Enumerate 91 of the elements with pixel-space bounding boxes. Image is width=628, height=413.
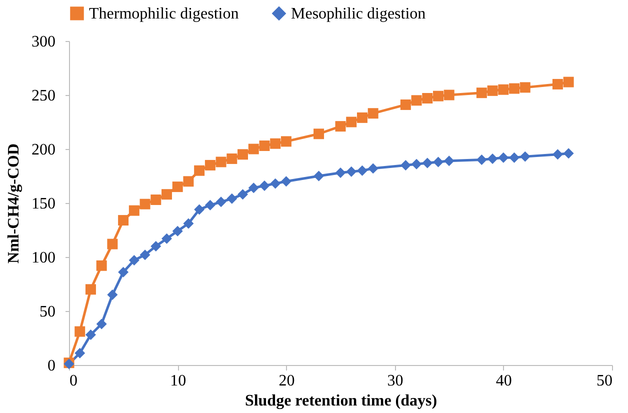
point <box>314 128 324 140</box>
point <box>216 196 226 208</box>
point <box>400 99 411 110</box>
point <box>487 153 498 164</box>
point <box>216 156 226 168</box>
point <box>96 318 107 330</box>
point <box>226 153 238 164</box>
point <box>411 95 422 106</box>
point <box>161 189 172 200</box>
point <box>520 82 530 93</box>
y-tick-label: 50 <box>40 304 56 320</box>
point <box>172 182 183 192</box>
point <box>140 250 150 260</box>
legend-label: Thermophilic digestion <box>89 5 239 22</box>
point <box>226 193 238 204</box>
point <box>183 218 194 229</box>
point <box>128 205 140 216</box>
point <box>204 200 216 210</box>
point <box>150 240 162 252</box>
legend-label: Mesophilic digestion <box>291 5 426 22</box>
point <box>183 176 194 187</box>
point <box>238 189 248 200</box>
point <box>335 121 346 132</box>
y-tick-label: 0 <box>48 358 56 374</box>
point <box>118 215 129 226</box>
point <box>335 168 346 178</box>
point <box>368 163 378 174</box>
point <box>248 144 259 154</box>
point <box>520 151 530 162</box>
point <box>356 112 368 123</box>
point <box>161 233 172 244</box>
point <box>96 260 107 271</box>
point <box>346 116 357 128</box>
point <box>552 78 563 90</box>
x-tick-label: 30 <box>387 372 404 390</box>
point <box>248 182 259 194</box>
point <box>270 138 281 149</box>
x-tick-label: 50 <box>596 372 612 390</box>
point <box>498 152 509 163</box>
point <box>552 149 563 160</box>
point <box>204 160 216 170</box>
point <box>432 156 444 168</box>
point <box>346 166 357 177</box>
point <box>563 76 574 88</box>
point <box>509 152 520 163</box>
point <box>280 176 292 187</box>
point <box>444 90 454 100</box>
y-tick-label: 100 <box>32 250 56 266</box>
point <box>128 254 140 266</box>
x-tick-label: 40 <box>496 372 512 390</box>
point <box>368 108 378 119</box>
point <box>422 158 433 168</box>
y-tick-label: 200 <box>32 142 56 158</box>
point <box>476 154 487 166</box>
point <box>172 226 183 236</box>
point <box>476 88 487 98</box>
point <box>444 156 454 166</box>
point <box>280 136 292 147</box>
point <box>74 348 86 358</box>
point <box>107 290 118 300</box>
point <box>194 165 205 176</box>
point <box>259 140 270 152</box>
point <box>422 92 433 104</box>
point <box>270 178 281 189</box>
point <box>432 90 444 102</box>
point <box>498 84 509 95</box>
x-axis-title: Sludge retention time (days) <box>244 392 438 410</box>
point <box>400 160 411 170</box>
point <box>107 238 118 250</box>
point <box>259 180 270 191</box>
point <box>314 170 324 182</box>
point <box>118 266 129 278</box>
y-axis-title: Nml-CH4/g-COD <box>6 144 22 264</box>
point <box>140 198 150 210</box>
point <box>238 149 248 160</box>
x-tick-label: 0 <box>70 372 78 390</box>
point <box>487 85 498 96</box>
x-tick-label: 10 <box>170 372 186 390</box>
point <box>150 194 162 206</box>
y-tick-label: 300 <box>32 34 56 50</box>
x-tick-label: 20 <box>278 372 295 390</box>
point <box>509 83 520 94</box>
point <box>356 165 368 176</box>
point <box>411 158 422 170</box>
y-tick-label: 250 <box>32 88 56 104</box>
point <box>74 326 86 337</box>
point <box>563 148 574 159</box>
y-tick-label: 150 <box>32 196 56 212</box>
point <box>85 284 96 295</box>
point <box>85 330 96 340</box>
point <box>194 204 205 215</box>
